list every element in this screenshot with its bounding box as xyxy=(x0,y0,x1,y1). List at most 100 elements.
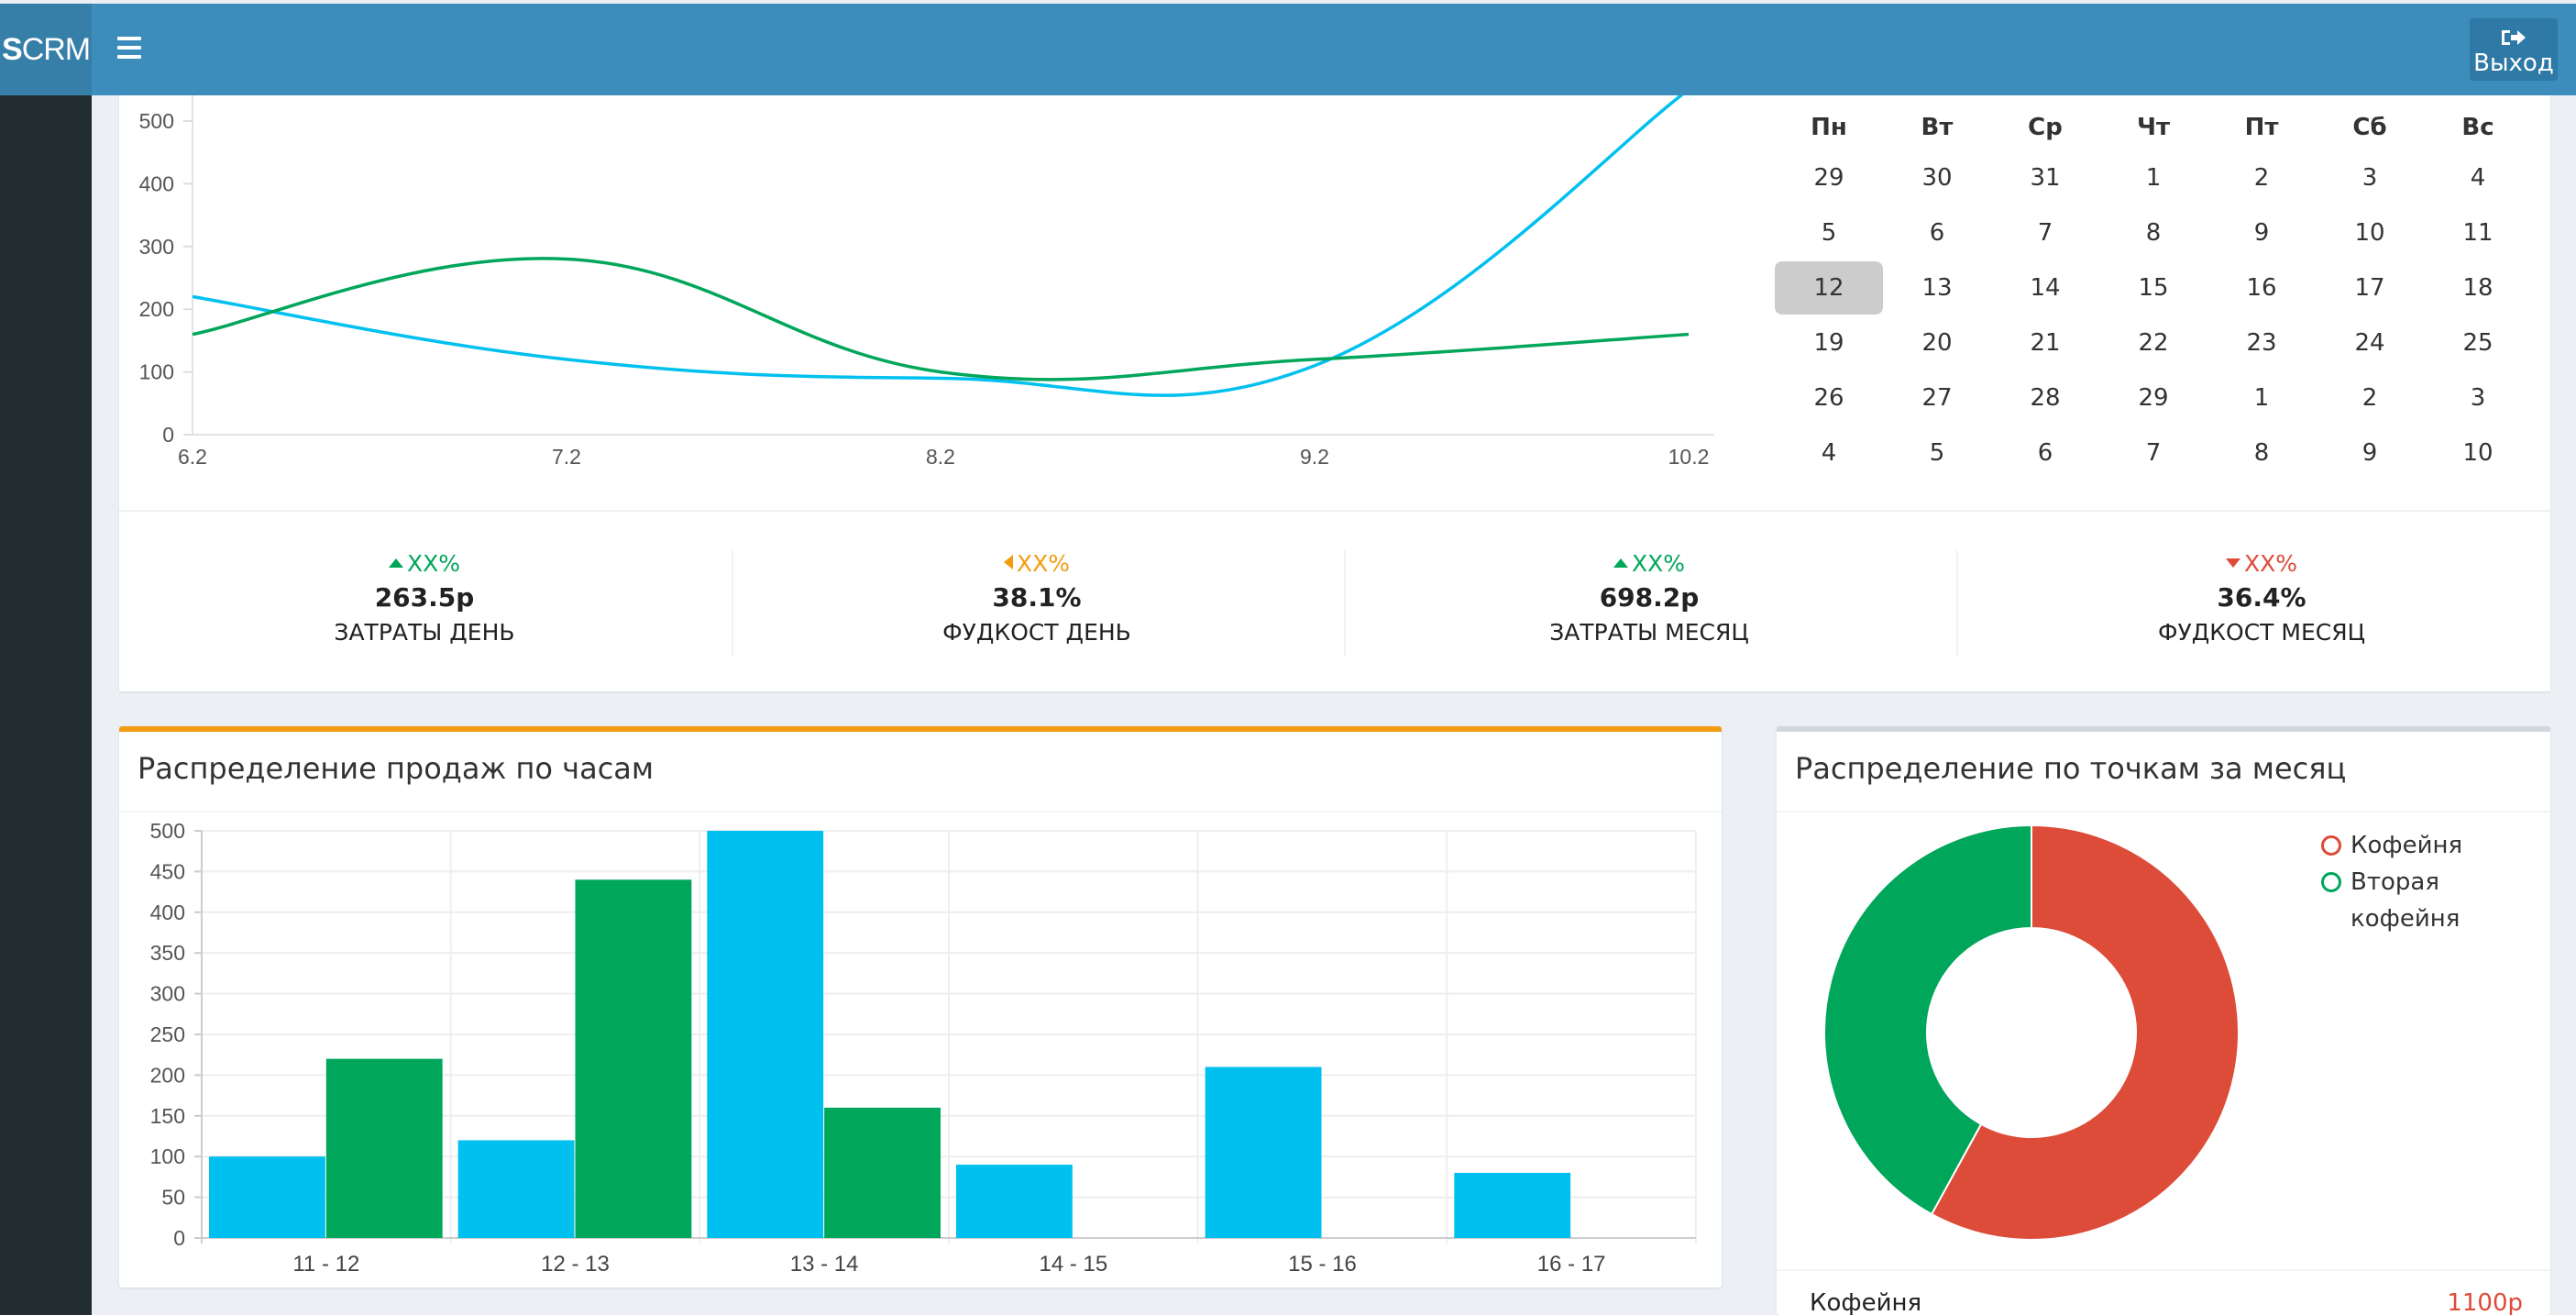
bar-series-green[interactable] xyxy=(575,879,692,1238)
calendar-day[interactable]: 14 xyxy=(2030,274,2061,302)
bar-series-blue[interactable] xyxy=(956,1165,1073,1238)
stat-percent: XX% xyxy=(1344,548,1954,580)
calendar-day[interactable]: 10 xyxy=(2462,439,2493,467)
calendar-day[interactable]: 4 xyxy=(2470,164,2486,192)
calendar-day[interactable]: 8 xyxy=(2145,219,2162,247)
calendar-day[interactable]: 7 xyxy=(2145,439,2162,467)
calendar-day[interactable]: 4 xyxy=(1821,439,1837,467)
stat-label: ФУДКОСТ ДЕНЬ xyxy=(942,619,1131,646)
calendar-day[interactable]: 3 xyxy=(2470,384,2486,412)
calendar-day[interactable]: 1 xyxy=(2253,384,2270,412)
calendar-day[interactable]: 17 xyxy=(2354,274,2385,302)
calendar-weekday: Пт xyxy=(2244,114,2279,141)
y-tick-label: 400 xyxy=(139,171,174,195)
calendar-day[interactable]: 11 xyxy=(2462,219,2493,247)
calendar-week: 4 5 6 7 8 9 10 xyxy=(1775,425,2532,481)
x-tick-label: 14 - 15 xyxy=(1039,1252,1107,1276)
calendar-day[interactable]: 13 xyxy=(1921,274,1953,302)
line-series-green xyxy=(192,257,1690,381)
calendar-day[interactable]: 5 xyxy=(1929,439,1945,467)
calendar-day[interactable]: 15 xyxy=(2138,274,2169,302)
calendar-day[interactable]: 6 xyxy=(1929,219,1945,247)
calendar-day[interactable]: 29 xyxy=(2138,384,2169,412)
stat-block: XX% 38.1% ФУДКОСТ ДЕНЬ xyxy=(732,548,1342,658)
calendar-day[interactable]: 6 xyxy=(2037,439,2053,467)
stat-block: XX% 698.2р ЗАТРАТЫ МЕСЯЦ xyxy=(1344,548,1954,658)
line-chart: 0 100 200 300 400 500 6.2 7.2 8.2 9.2 10.2 xyxy=(139,95,1714,469)
y-tick-label: 250 xyxy=(150,1022,185,1046)
calendar-day[interactable]: 2 xyxy=(2361,384,2378,412)
legend-item[interactable]: Кофейня xyxy=(2319,827,2521,864)
calendar-day[interactable]: 19 xyxy=(1813,329,1844,357)
calendar-day[interactable]: 7 xyxy=(2037,219,2053,247)
calendar-weekday: Вт xyxy=(1921,114,1954,141)
donut-slice[interactable] xyxy=(1823,823,2032,1216)
point-name: Кофейня xyxy=(1810,1289,1922,1315)
x-tick-label: 12 - 13 xyxy=(541,1252,610,1276)
donut-chart xyxy=(1823,823,2240,1241)
calendar-day[interactable]: 26 xyxy=(1813,384,1844,412)
stat-value: 263.5р xyxy=(374,582,475,613)
calendar-day[interactable]: 29 xyxy=(1813,164,1844,192)
bar-series-blue[interactable] xyxy=(457,1140,575,1238)
calendar-weekdays: Пн Вт Ср Чт Пт Сб Вс xyxy=(1775,106,2532,150)
calendar-day[interactable]: 27 xyxy=(1921,384,1953,412)
calendar-day[interactable]: 3 xyxy=(2361,164,2378,192)
logout-button[interactable]: Выход xyxy=(2470,18,2558,81)
box-header-divider xyxy=(119,811,1722,812)
calendar-day[interactable]: 10 xyxy=(2354,219,2385,247)
sidebar xyxy=(0,95,92,1315)
circle-icon xyxy=(2321,872,2341,892)
bar-series-green[interactable] xyxy=(325,1058,443,1238)
calendar-day[interactable]: 23 xyxy=(2246,329,2277,357)
stat-percent: XX% xyxy=(732,548,1342,580)
calendar-day[interactable]: 30 xyxy=(1921,164,1953,192)
app-logo[interactable]: SCRM xyxy=(0,4,92,95)
bar-chart: 0 50 100 150 200 250 300 350 400 450 500 11 - 12 12 … xyxy=(150,819,1697,1276)
stat-label: ЗАТРАТЫ ДЕНЬ xyxy=(334,619,515,646)
calendar-day[interactable]: 18 xyxy=(2462,274,2493,302)
line-series-blue xyxy=(192,95,1684,397)
calendar-day[interactable]: 5 xyxy=(1821,219,1837,247)
calendar-day[interactable]: 21 xyxy=(2030,329,2061,357)
bar-series-blue[interactable] xyxy=(1205,1066,1322,1238)
donut-slice[interactable] xyxy=(1930,823,2240,1241)
caret-down-icon xyxy=(2225,558,2240,568)
hamburger-menu-icon[interactable] xyxy=(117,37,143,61)
stat-block: XX% 263.5р ЗАТРАТЫ ДЕНЬ xyxy=(119,548,730,658)
calendar-day[interactable]: 31 xyxy=(2030,164,2061,192)
calendar-day[interactable]: 2 xyxy=(2253,164,2270,192)
legend-item[interactable]: Вторая кофейня xyxy=(2319,864,2521,937)
calendar-weekday: Чт xyxy=(2136,114,2171,141)
y-tick-label: 300 xyxy=(139,235,174,259)
bar-series-green[interactable] xyxy=(824,1107,941,1238)
calendar-day[interactable]: 9 xyxy=(2361,439,2378,467)
calendar-week: 26 27 28 29 1 2 3 xyxy=(1775,370,2532,425)
calendar-day[interactable]: 9 xyxy=(2253,219,2270,247)
bar-series-blue[interactable] xyxy=(1454,1172,1571,1238)
stat-block: XX% 36.4% ФУДКОСТ МЕСЯЦ xyxy=(1956,548,2567,658)
calendar: Пн Вт Ср Чт Пт Сб Вс 29 30 31 1 2 3 4 5 6 7 8 9 10 11 12 13 14 1… xyxy=(1775,106,2532,481)
legend-label: Вторая кофейня xyxy=(2350,868,2460,933)
x-tick-label: 11 - 12 xyxy=(292,1252,359,1276)
calendar-day[interactable]: 1 xyxy=(2145,164,2162,192)
y-tick-label: 200 xyxy=(139,297,174,321)
calendar-week: 29 30 31 1 2 3 4 xyxy=(1775,150,2532,205)
calendar-day[interactable]: 28 xyxy=(2030,384,2061,412)
sign-out-icon xyxy=(2502,30,2526,45)
x-tick-label: 13 - 14 xyxy=(790,1252,859,1276)
calendar-day[interactable]: 16 xyxy=(2246,274,2277,302)
stat-separator xyxy=(732,550,733,657)
x-tick-label: 7.2 xyxy=(552,445,581,469)
calendar-day[interactable]: 8 xyxy=(2253,439,2270,467)
stat-label: ЗАТРАТЫ МЕСЯЦ xyxy=(1549,619,1749,646)
calendar-day[interactable]: 12 xyxy=(1775,261,1883,315)
calendar-day[interactable]: 25 xyxy=(2462,329,2493,357)
y-tick-label: 50 xyxy=(161,1186,185,1210)
calendar-day[interactable]: 20 xyxy=(1921,329,1953,357)
calendar-day[interactable]: 24 xyxy=(2354,329,2385,357)
bar-series-blue[interactable] xyxy=(707,831,824,1238)
legend-label: Кофейня xyxy=(2350,832,2463,859)
bar-series-blue[interactable] xyxy=(209,1156,325,1238)
calendar-day[interactable]: 22 xyxy=(2138,329,2169,357)
